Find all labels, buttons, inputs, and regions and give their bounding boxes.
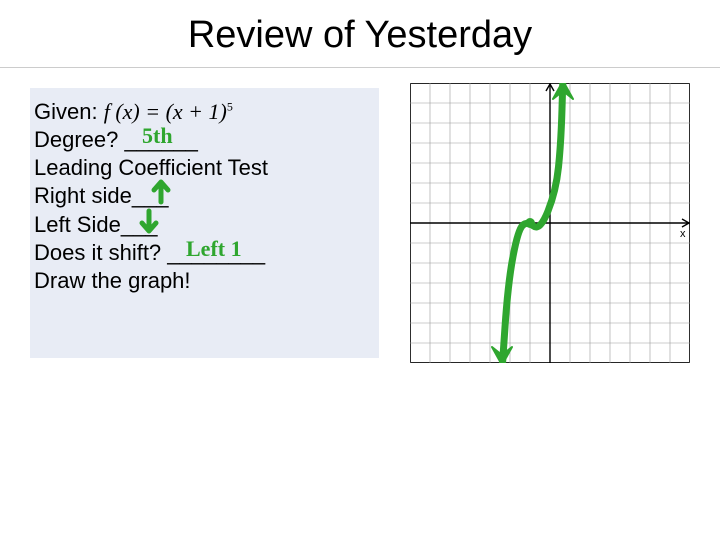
graph-svg: yx: [410, 83, 690, 363]
formula: f (x) = (x + 1)5: [104, 99, 233, 124]
lct-row: Leading Coefficient Test: [34, 154, 379, 182]
formula-body: f (x) = (x + 1): [104, 99, 227, 124]
page-title: Review of Yesterday: [0, 14, 720, 57]
degree-label: Degree? ______: [34, 127, 198, 152]
degree-answer-handwriting: 5th: [142, 122, 173, 150]
formula-exponent: 5: [227, 100, 233, 114]
question-panel: Given: f (x) = (x + 1)5 Degree? ______ 5…: [30, 88, 379, 358]
draw-label: Draw the graph!: [34, 268, 191, 293]
shift-answer-handwriting: Left 1: [186, 235, 242, 263]
content-area: Given: f (x) = (x + 1)5 Degree? ______ 5…: [0, 68, 720, 508]
given-label: Given:: [34, 99, 98, 124]
left-side-label: Left Side___: [34, 212, 158, 237]
shift-row: Does it shift? ________ Left 1: [34, 239, 379, 267]
degree-row: Degree? ______ 5th: [34, 126, 379, 154]
lct-label: Leading Coefficient Test: [34, 155, 268, 180]
given-row: Given: f (x) = (x + 1)5: [34, 98, 379, 126]
right-side-row: Right side___: [34, 182, 379, 210]
graph: yx: [410, 83, 690, 363]
draw-row: Draw the graph!: [34, 267, 379, 295]
svg-text:x: x: [680, 228, 686, 240]
right-side-label: Right side___: [34, 183, 169, 208]
